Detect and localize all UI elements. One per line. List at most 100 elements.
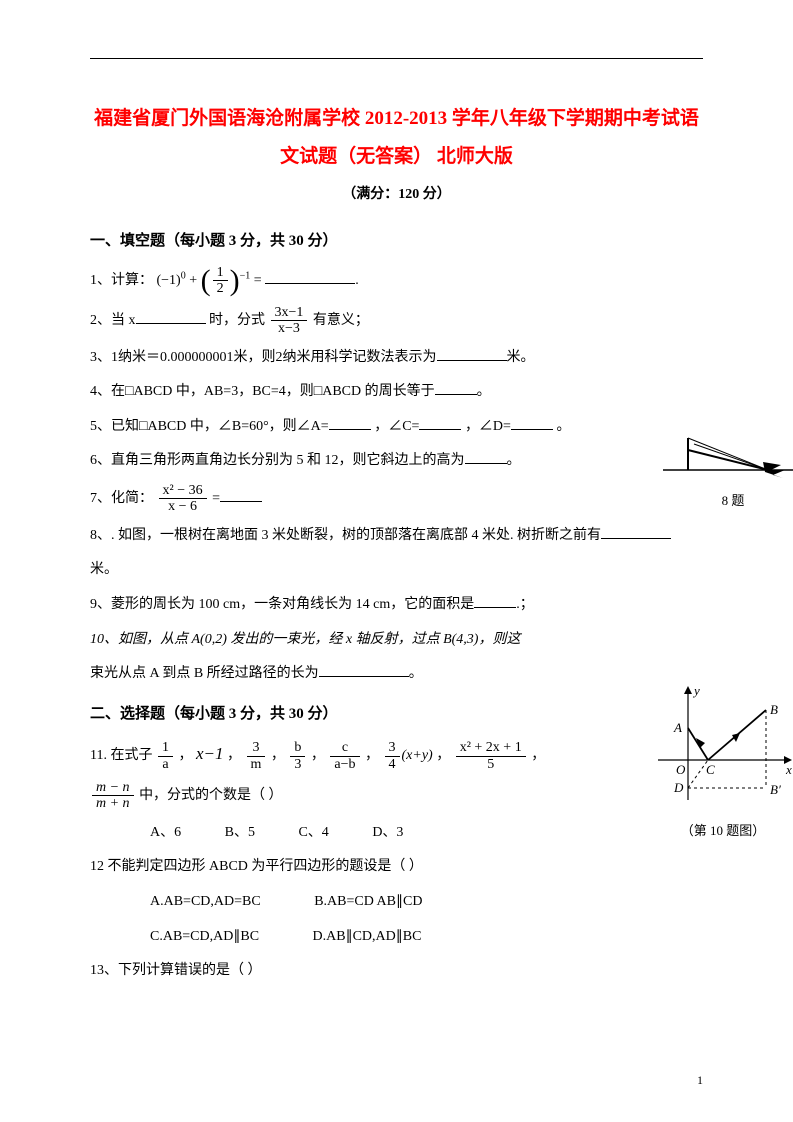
- q11-f6: 34: [385, 740, 400, 772]
- figure-10-caption: （第 10 题图）: [643, 819, 793, 844]
- question-8b: 米。: [90, 557, 703, 584]
- q9-end: .；: [516, 597, 534, 612]
- q1-base: (−1): [157, 273, 181, 288]
- q5-text: 5、已知□ABCD 中，∠B=60°，则∠A=: [90, 419, 329, 434]
- q10a-text: 10、如图，从点 A(0,2) 发出的一束光，经 x 轴反射，过点 B(4,3)…: [90, 632, 520, 647]
- q7-frac: x² − 36x − 6: [159, 483, 207, 515]
- title-line-2: 文试题（无答案） 北师大版: [90, 138, 703, 176]
- origin-label: O: [676, 762, 686, 777]
- q1-end: .: [355, 273, 359, 288]
- q11-f8: m − nm + n: [92, 780, 134, 812]
- question-12: 12 不能判定四边形 ABCD 为平行四边形的题设是（ ）: [90, 854, 703, 881]
- axis-x-label: x: [785, 762, 792, 777]
- exam-title: 福建省厦门外国语海沧附属学校 2012-2013 学年八年级下学期期中考试语 文…: [90, 100, 703, 176]
- q10-end: 。: [409, 666, 423, 681]
- q6-blank: [465, 449, 507, 464]
- q11-opt-a: A、6: [150, 825, 181, 840]
- q11-opt-c: C、4: [298, 825, 328, 840]
- question-12-options-2: C.AB=CD,AD∥BC D.AB∥CD,AD∥BC: [150, 924, 703, 951]
- q9-text: 9、菱形的周长为 100 cm，一条对角线长为 14 cm，它的面积是: [90, 597, 474, 612]
- question-11-expr: 11. 在式子 1a ， x−1 ， 3m ， b3 ， ca−b ， 34(x…: [90, 738, 703, 772]
- q4-end: 。: [477, 384, 491, 399]
- q1-pre: 1、计算：: [90, 273, 153, 288]
- q12-opt-c: C.AB=CD,AD∥BC: [150, 924, 259, 951]
- section-1-heading: 一、填空题（每小题 3 分，共 30 分）: [90, 227, 703, 256]
- q4-blank: [435, 380, 477, 395]
- q9-blank: [474, 593, 516, 608]
- page-number: 1: [697, 1069, 703, 1092]
- q11-opts: A、6 B、5 C、4 D、3: [150, 825, 403, 840]
- q8-blank: [601, 524, 671, 539]
- q11-f4: b3: [290, 740, 305, 772]
- q11-t2: x−1: [196, 744, 224, 763]
- q7-eq: =: [212, 491, 220, 506]
- rparen-icon: ): [230, 266, 240, 296]
- tree-diagram-icon: [663, 420, 793, 480]
- question-10a: 10、如图，从点 A(0,2) 发出的一束光，经 x 轴反射，过点 B(4,3)…: [90, 627, 703, 654]
- q6-end: 。: [507, 453, 521, 468]
- q5-d: ，∠D=: [465, 419, 511, 434]
- q11-f3: 3m: [247, 740, 266, 772]
- q11-f7: x² + 2x + 15: [456, 740, 526, 772]
- reflection-diagram-icon: y x A B O C D B′: [648, 680, 793, 810]
- q7-blank: [220, 487, 262, 502]
- point-b-label: B: [770, 702, 778, 717]
- lparen-icon: (: [201, 266, 211, 296]
- section-2-heading: 二、选择题（每小题 3 分，共 30 分）: [90, 700, 703, 729]
- q11-t6b: (x+y): [402, 748, 433, 763]
- page: 福建省厦门外国语海沧附属学校 2012-2013 学年八年级下学期期中考试语 文…: [0, 0, 793, 1122]
- question-12-options-1: A.AB=CD,AD=BC B.AB=CD AB∥CD: [150, 889, 703, 916]
- q12-text: 12 不能判定四边形 ABCD 为平行四边形的题设是（ ）: [90, 859, 423, 874]
- figure-8: 8 题: [663, 420, 793, 513]
- q3-text: 3、1纳米＝0.000000001米，则2纳米用科学记数法表示为: [90, 350, 437, 365]
- q11-f1: 1a: [158, 740, 173, 772]
- question-11-tail: m − nm + n 中，分式的个数是（ ）: [90, 780, 703, 812]
- q7-pre: 7、化简：: [90, 491, 153, 506]
- question-5: 5、已知□ABCD 中，∠B=60°，则∠A= ，∠C= ，∠D= 。: [90, 414, 703, 441]
- q5-end: 。: [556, 419, 570, 434]
- q2-blank-1: [136, 309, 206, 324]
- q6-text: 6、直角三角形两直角边长分别为 5 和 12，则它斜边上的高为: [90, 453, 465, 468]
- q13-text: 13、下列计算错误的是（ ）: [90, 963, 262, 978]
- title-line-1: 福建省厦门外国语海沧附属学校 2012-2013 学年八年级下学期期中考试语: [90, 100, 703, 138]
- q1-blank: [265, 269, 355, 284]
- question-1: 1、计算： (−1)0 + (12)−1 = .: [90, 265, 703, 297]
- q12-opt-d: D.AB∥CD,AD∥BC: [313, 924, 422, 951]
- question-9: 9、菱形的周长为 100 cm，一条对角线长为 14 cm，它的面积是 .；: [90, 592, 703, 619]
- axis-y-label: y: [692, 683, 700, 698]
- q4-text: 4、在□ABCD 中，AB=3，BC=4，则□ABCD 的周长等于: [90, 384, 435, 399]
- q11-mid: 中，分式的个数是（ ）: [139, 788, 283, 803]
- question-7: 7、化简： x² − 36x − 6 =: [90, 483, 703, 515]
- point-bp-label: B′: [770, 782, 781, 797]
- q3-blank: [437, 346, 507, 361]
- q2-mid: 时，分式: [209, 313, 265, 328]
- question-13: 13、下列计算错误的是（ ）: [90, 958, 703, 985]
- figure-10: y x A B O C D B′ （第 10 题图）: [643, 680, 793, 843]
- question-4: 4、在□ABCD 中，AB=3，BC=4，则□ABCD 的周长等于 。: [90, 379, 703, 406]
- q12-opt-a: A.AB=CD,AD=BC: [150, 889, 261, 916]
- question-8: 8、. 如图，一根树在离地面 3 米处断裂，树的顶部落在离底部 4 米处. 树折…: [90, 523, 703, 550]
- q2-pre: 2、当 x: [90, 313, 136, 328]
- question-2: 2、当 x 时，分式 3x−1x−3 有意义；: [90, 305, 703, 337]
- q1-eq: =: [254, 273, 265, 288]
- q10b-text: 束光从点 A 到点 B 所经过路径的长为: [90, 666, 319, 681]
- q2-frac: 3x−1x−3: [271, 305, 308, 337]
- q3-end: 米。: [507, 350, 535, 365]
- figure-8-caption: 8 题: [663, 489, 793, 514]
- q1-frac: 12: [213, 265, 228, 297]
- question-3: 3、1纳米＝0.000000001米，则2纳米用科学记数法表示为 米。: [90, 345, 703, 372]
- point-d-label: D: [673, 780, 684, 795]
- point-a-label: A: [673, 720, 682, 735]
- question-6: 6、直角三角形两直角边长分别为 5 和 12，则它斜边上的高为 。: [90, 448, 703, 475]
- q8-end2: 米。: [90, 562, 118, 577]
- q5-blank-d: [511, 415, 553, 430]
- q5-blank-a: [329, 415, 371, 430]
- question-11-options: A、6 B、5 C、4 D、3: [90, 820, 703, 847]
- q10-blank: [319, 662, 409, 677]
- q5-c: ，∠C=: [374, 419, 419, 434]
- q1-exp-1: −1: [240, 271, 251, 282]
- q12-opt-b: B.AB=CD AB∥CD: [314, 889, 422, 916]
- q1-plus: +: [189, 273, 200, 288]
- q11-opt-b: B、5: [225, 825, 255, 840]
- q5-blank-c: [419, 415, 461, 430]
